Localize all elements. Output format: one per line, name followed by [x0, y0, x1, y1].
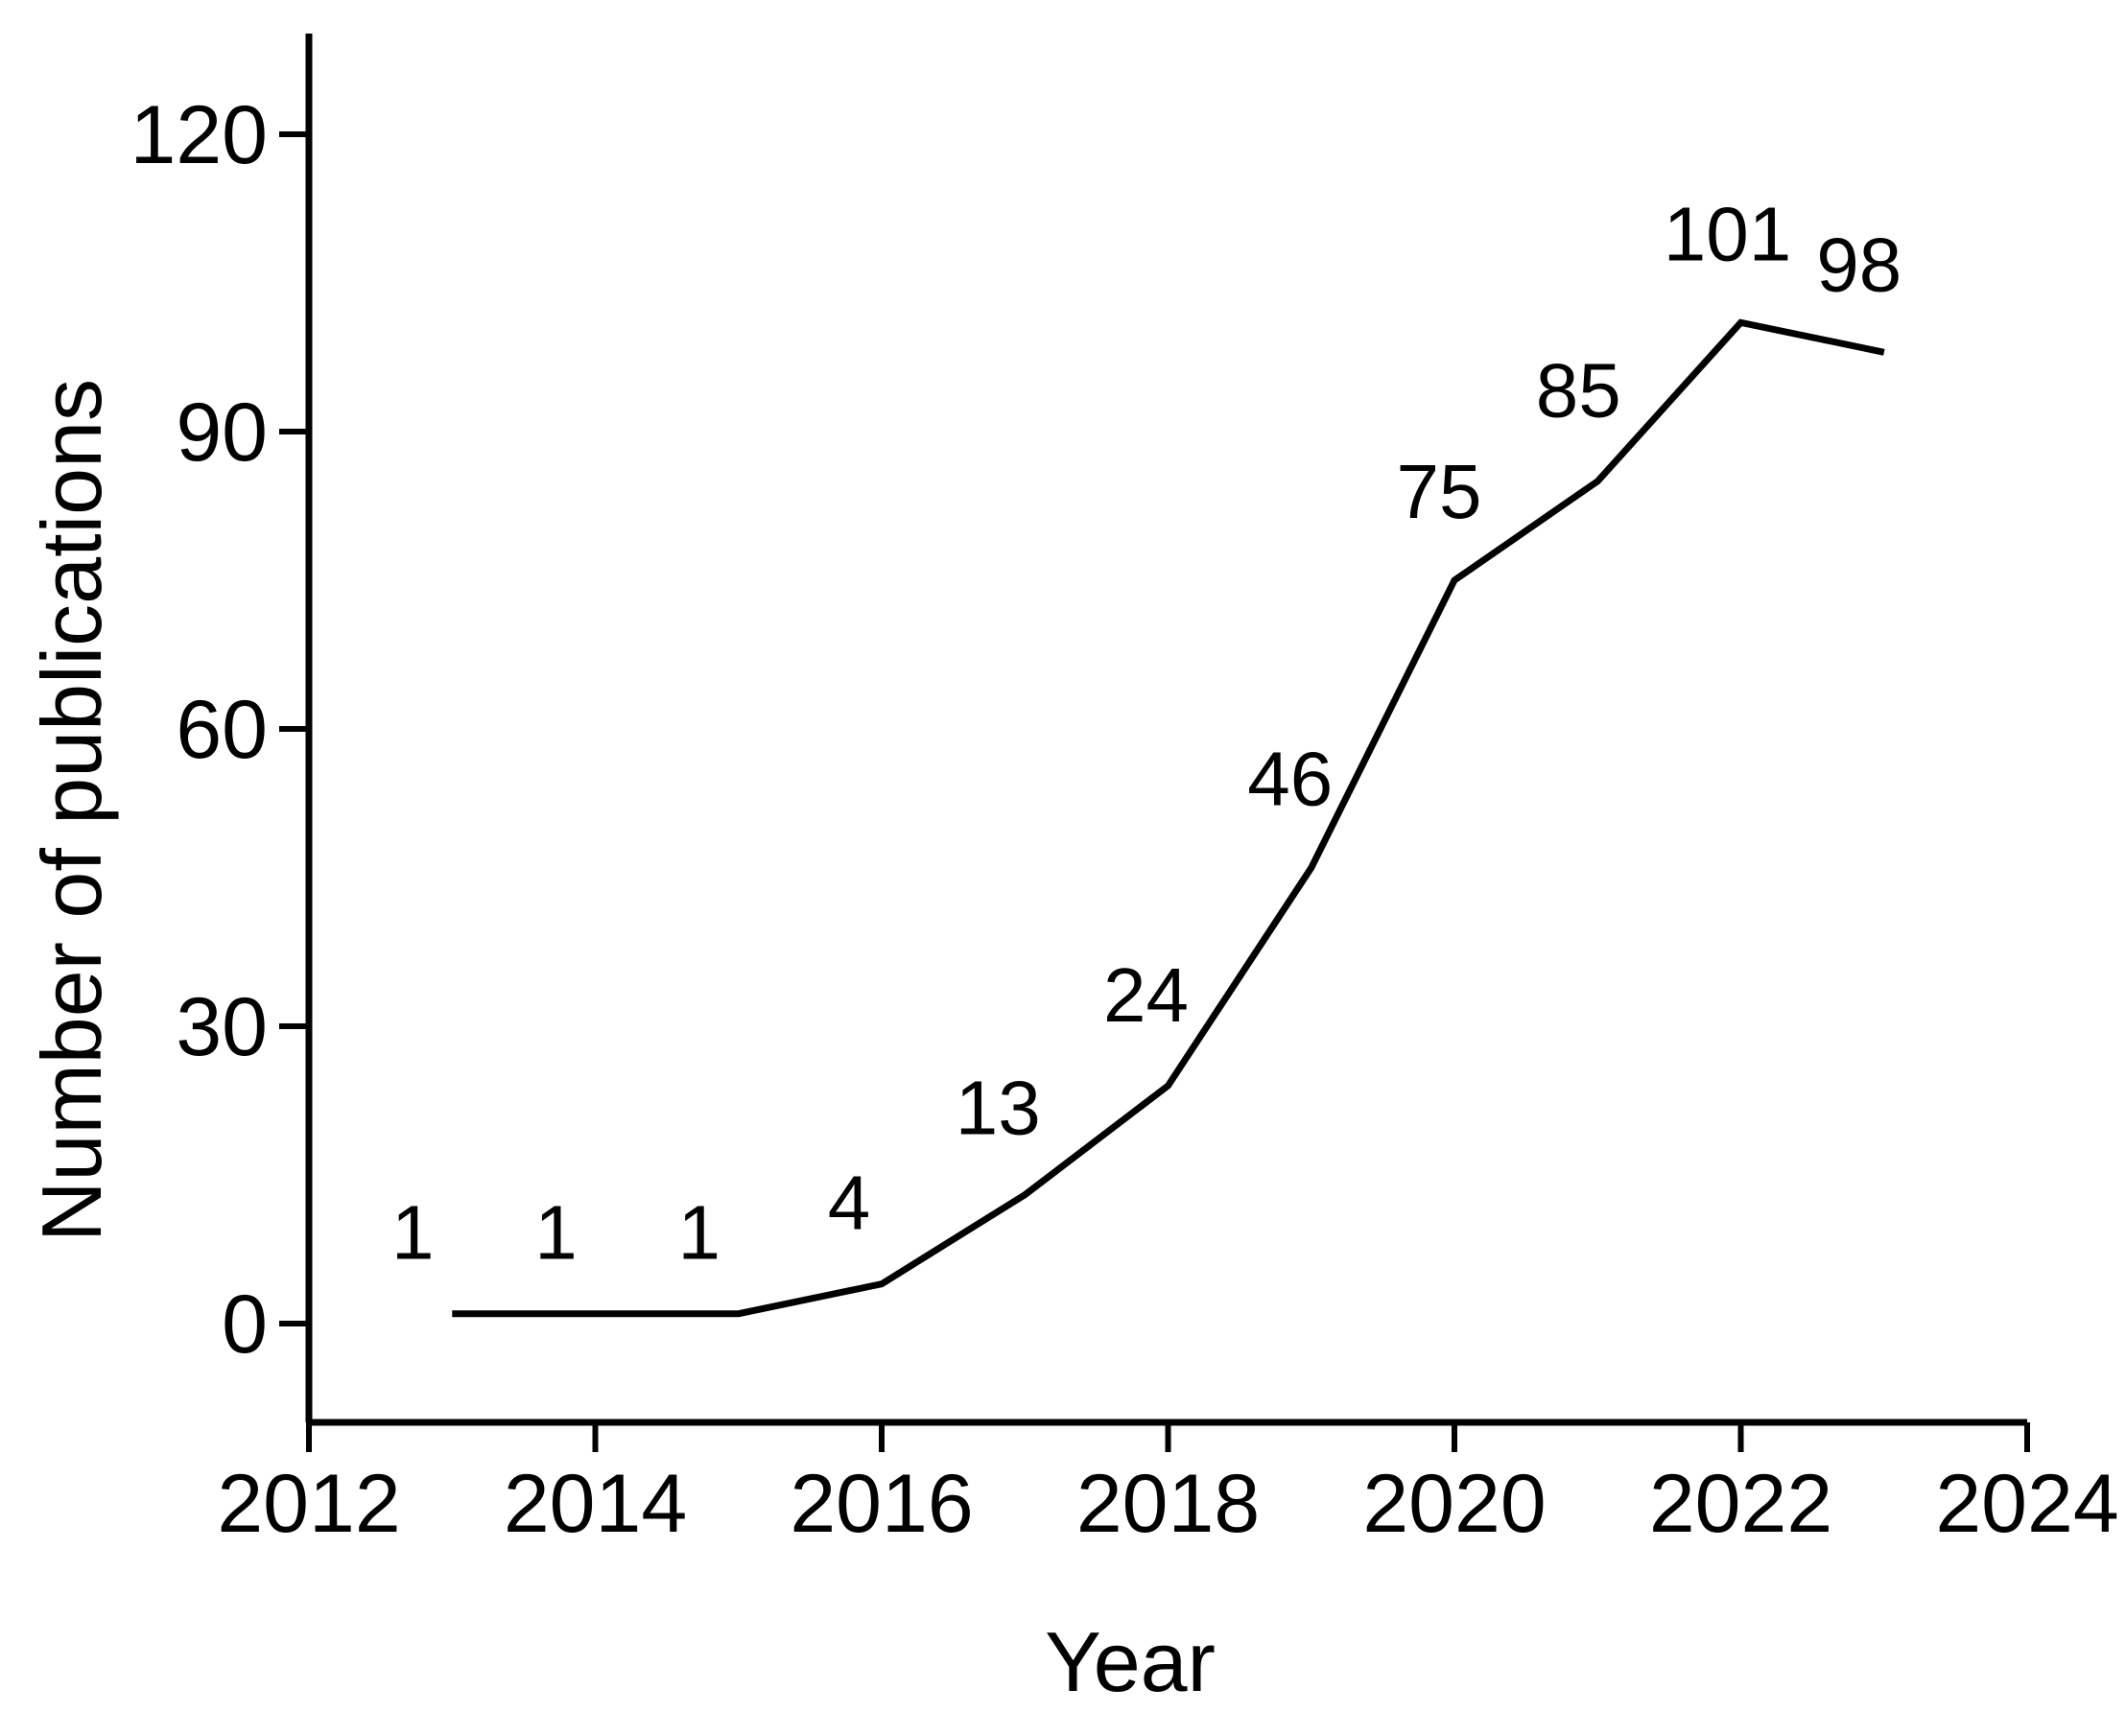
- x-tick-label: 2018: [1076, 1458, 1260, 1550]
- y-tick-label: 90: [176, 387, 268, 479]
- data-point-label: 1: [391, 1190, 435, 1276]
- y-tick-label: 120: [130, 89, 269, 181]
- data-point-label: 85: [1536, 348, 1621, 434]
- data-point-label: 46: [1247, 737, 1333, 822]
- data-polyline: [452, 318, 1885, 1318]
- x-tick-label: 2016: [790, 1458, 973, 1550]
- y-axis-ticks: 0 30 60 90 120: [130, 89, 309, 1371]
- x-axis-title: Year: [1045, 1614, 1216, 1709]
- data-point-label: 1: [678, 1190, 721, 1276]
- y-tick-label: 0: [222, 1279, 268, 1371]
- x-tick-label: 2012: [217, 1458, 400, 1550]
- data-point-label: 1: [534, 1190, 578, 1276]
- x-axis-ticks: 2012 2014 2016 2018 2020 2022 2024: [217, 1422, 2119, 1550]
- y-tick-label: 30: [176, 981, 268, 1073]
- x-tick-label: 2014: [504, 1458, 687, 1550]
- data-point-label: 4: [828, 1161, 871, 1246]
- data-point-label: 98: [1816, 222, 1902, 307]
- x-tick-label: 2024: [1935, 1458, 2118, 1550]
- x-tick-label: 2022: [1649, 1458, 1832, 1550]
- data-point-label: 13: [956, 1066, 1041, 1151]
- data-point-label: 75: [1397, 449, 1482, 534]
- y-axis-title: Number of publications: [24, 379, 119, 1242]
- data-point-labels: 1 1 1 4 13 24 46 75 85 101 98: [391, 191, 1902, 1275]
- data-point-label: 101: [1664, 191, 1791, 276]
- x-tick-label: 2020: [1362, 1458, 1546, 1550]
- y-tick-label: 60: [176, 684, 268, 776]
- data-point-label: 24: [1103, 952, 1189, 1038]
